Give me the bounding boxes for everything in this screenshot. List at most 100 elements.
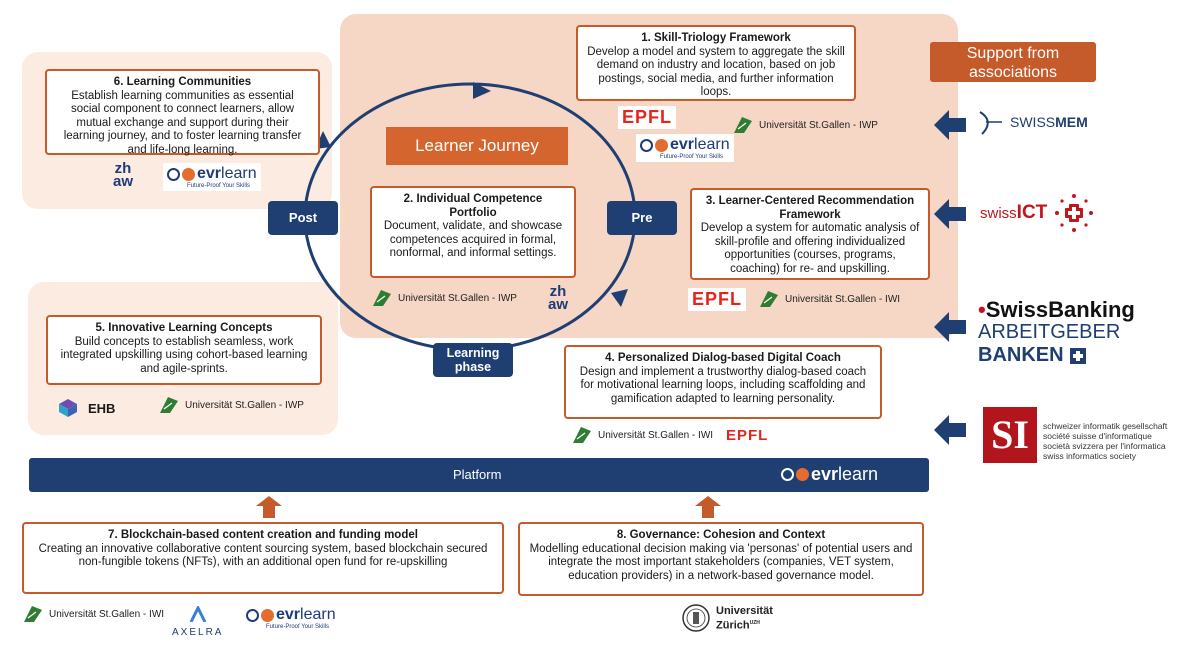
unisg-label: Universität St.Gallen - IWI <box>49 608 165 620</box>
swissict-b: ICT <box>1016 202 1048 223</box>
swissmem-a: SWISS <box>1010 114 1056 130</box>
box-learning-communities: 6. Learning Communities Establish learni… <box>45 69 320 156</box>
learn-text: learn <box>694 136 730 153</box>
unisg-logo: Universität St.Gallen - IWI <box>758 289 900 309</box>
box-skill-triology: 1. Skill-Triology Framework Develop a mo… <box>576 25 856 101</box>
zhaw-logo: zh aw <box>113 160 134 190</box>
swissbanking-logo: •SwissBanking ARBEITGEBER BANKEN <box>978 297 1135 366</box>
uzh-sup: UZH <box>749 619 760 626</box>
box-title: 2. Individual Competence Portfolio <box>403 193 543 219</box>
up-arrow-icon <box>256 496 282 518</box>
evr-tagline: Future-Proof Your Skills <box>660 154 724 160</box>
banken-text: BANKEN <box>978 344 1064 366</box>
box-title: 8. Governance: Cohesion and Context <box>616 529 826 541</box>
platform-label: Platform <box>453 467 502 482</box>
learning-phase-text: Learning phase <box>446 346 500 374</box>
evr-circle-icon <box>655 138 668 152</box>
post-phase-label: Post <box>268 201 338 235</box>
si-mark-icon: SI <box>983 407 1037 463</box>
pre-phase-label: Pre <box>607 201 677 235</box>
box-desc: Develop a system for automatic analysis … <box>700 222 920 275</box>
banken-cross-icon <box>1069 347 1086 364</box>
axelra-mark-icon <box>189 604 207 623</box>
swiss-cross-dots-icon <box>1055 194 1094 232</box>
evr-circle-icon <box>261 608 274 622</box>
unisg-logo: Universität St.Gallen - IWP <box>732 115 878 135</box>
unisg-logo: Universität St.Gallen - IWI <box>22 604 164 624</box>
evr-tagline: Future-Proof Your Skills <box>187 183 251 189</box>
box-desc: Design and implement a trustworthy dialo… <box>579 365 867 405</box>
box-title: 1. Skill-Triology Framework <box>641 32 791 44</box>
box-desc: Establish learning communities as essent… <box>63 89 302 156</box>
zhaw-logo: zh aw <box>548 283 569 313</box>
box-desc: Document, validate, and showcase compete… <box>383 220 563 259</box>
evr-tagline: Future-Proof Your Skills <box>266 624 330 630</box>
unisg-logo: Universität St.Gallen - IWP <box>371 288 517 308</box>
si-line-2: société suisse d'informatique <box>1043 431 1152 441</box>
box-desc: Creating an innovative collaborative con… <box>38 542 488 569</box>
box-title: 3. Learner-Centered Recommendation Frame… <box>705 195 915 221</box>
learner-journey-title: Learner Journey <box>386 127 568 165</box>
evr-text: evr <box>276 606 301 623</box>
box-desc: Build concepts to establish seamless, wo… <box>60 335 308 375</box>
evr-text: evr <box>670 136 695 153</box>
learn-text: learn <box>221 165 257 182</box>
si-line-4: swiss informatics society <box>1043 451 1137 461</box>
evrlearn-logo: evr learn Future-Proof Your Skills <box>246 606 336 630</box>
swissmem-logo: SWISSMEM <box>976 108 1088 136</box>
up-arrow-icon <box>695 496 721 518</box>
si-logo: SI schweizer informatik gesellschaft soc… <box>983 407 1167 463</box>
unisg-label: Universität St.Gallen - IWP <box>759 119 878 131</box>
box-competence-portfolio: 2. Individual Competence Portfolio Docum… <box>370 186 576 278</box>
evr-circle-icon <box>246 608 259 622</box>
evrlearn-logo: evr learn <box>781 464 878 485</box>
epfl-logo: EPFL <box>688 288 747 311</box>
zhaw-top: zh <box>114 160 132 177</box>
evr-text: evr <box>197 165 222 182</box>
uzh-line-1: Universität <box>716 604 773 617</box>
evr-text: evr <box>811 464 839 484</box>
uzh-logo: Universität ZürichUZH <box>682 603 773 633</box>
unisg-label: Universität St.Gallen - IWI <box>598 429 714 441</box>
axelra-logo: AXELRA <box>172 604 224 638</box>
learn-text: learn <box>838 464 879 484</box>
zhaw-bottom: aw <box>548 296 569 313</box>
unisg-leaf-icon <box>573 427 591 443</box>
box-desc: Develop a model and system to aggregate … <box>587 45 845 99</box>
box-title: 7. Blockchain-based content creation and… <box>108 529 418 541</box>
platform-bar: Platform evr learn <box>29 458 929 492</box>
swissbanking-text: SwissBanking <box>985 297 1135 322</box>
evrlearn-logo: evr learn Future-Proof Your Skills <box>636 134 734 162</box>
unisg-leaf-icon <box>24 606 42 622</box>
left-arrow-icon <box>934 415 966 445</box>
unisg-logo: Universität St.Gallen - IWP <box>158 395 304 415</box>
unisg-leaf-icon <box>734 117 752 133</box>
evr-circle-icon <box>781 468 794 481</box>
ehb-logo: EHB <box>58 398 115 418</box>
unisg-label: Universität St.Gallen - IWI <box>785 293 901 305</box>
swissict-a: swiss <box>980 205 1017 222</box>
uzh-line-2: Zürich <box>716 619 750 632</box>
evr-circle-icon <box>796 468 809 481</box>
box-blockchain-content: 7. Blockchain-based content creation and… <box>22 522 504 594</box>
epfl-logo: EPFL <box>618 106 677 129</box>
zhaw-top: zh <box>549 283 567 300</box>
left-arrow-icon <box>934 199 966 229</box>
evr-circle-icon <box>182 167 195 181</box>
evr-circle-icon <box>167 167 180 181</box>
evr-circle-icon <box>640 138 653 152</box>
box-learning-concepts: 5. Innovative Learning Concepts Build co… <box>46 315 322 385</box>
swissmem-b: MEM <box>1055 114 1088 130</box>
axelra-label: AXELRA <box>172 627 224 638</box>
si-line-3: società svizzera per l'informatica <box>1043 441 1166 451</box>
si-line-1: schweizer informatik gesellschaft <box>1043 421 1168 431</box>
box-desc: Modelling educational decision making vi… <box>529 542 913 582</box>
box-title: 6. Learning Communities <box>113 76 252 88</box>
box-digital-coach: 4. Personalized Dialog-based Digital Coa… <box>564 345 882 419</box>
unisg-logo: Universität St.Gallen - IWI <box>571 425 713 445</box>
zhaw-bottom: aw <box>113 173 134 190</box>
unisg-leaf-icon <box>760 291 778 307</box>
swissmem-swoosh-icon <box>979 111 1002 135</box>
uzh-seal-icon <box>682 604 710 632</box>
box-governance: 8. Governance: Cohesion and Context Mode… <box>518 522 924 596</box>
